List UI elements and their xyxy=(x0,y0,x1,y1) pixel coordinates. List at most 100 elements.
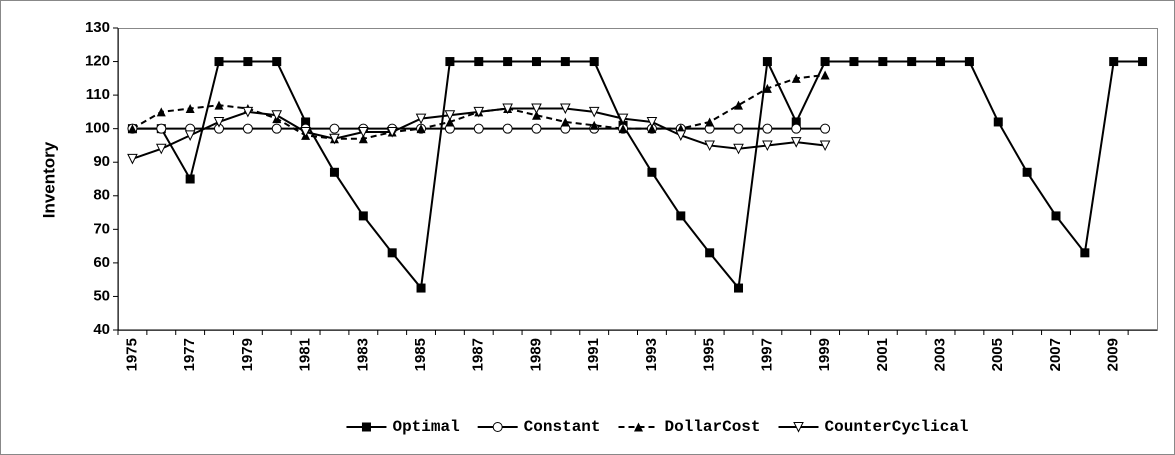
data-point xyxy=(416,283,426,293)
data-point xyxy=(329,123,340,134)
data-point xyxy=(589,57,599,67)
data-point xyxy=(415,113,427,125)
data-point xyxy=(445,57,455,67)
data-point xyxy=(617,113,629,125)
data-point xyxy=(300,127,311,138)
data-point xyxy=(1109,57,1119,67)
data-point xyxy=(849,57,859,67)
y-tick-label: 60 xyxy=(93,254,110,271)
data-point xyxy=(329,133,340,145)
x-tick-label: 2007 xyxy=(1047,338,1064,371)
data-point xyxy=(358,134,368,144)
data-point xyxy=(271,110,283,121)
data-point xyxy=(791,123,802,134)
x-tick-label: 1979 xyxy=(239,338,256,371)
data-point xyxy=(473,123,484,134)
data-point xyxy=(646,116,658,128)
data-point xyxy=(358,127,369,138)
data-point xyxy=(444,110,456,121)
data-point xyxy=(531,57,541,67)
data-point xyxy=(271,123,282,134)
data-point xyxy=(589,120,599,130)
data-point xyxy=(560,103,571,115)
data-point xyxy=(185,104,195,114)
data-point xyxy=(820,57,830,67)
data-point xyxy=(242,123,253,134)
data-point xyxy=(445,117,455,127)
data-point xyxy=(791,117,801,127)
legend-label: DollarCost xyxy=(664,418,760,436)
data-point xyxy=(704,140,715,152)
x-tick-label: 1987 xyxy=(470,338,487,371)
legend-marker xyxy=(361,422,371,432)
data-point xyxy=(790,137,802,148)
data-point xyxy=(531,123,542,134)
data-point xyxy=(878,57,888,67)
data-point xyxy=(819,140,831,152)
x-tick-label: 1985 xyxy=(412,338,429,371)
data-point xyxy=(416,124,426,134)
data-point xyxy=(560,57,570,67)
data-point xyxy=(473,106,485,118)
x-tick-label: 1983 xyxy=(354,338,371,371)
legend: Optimal Constant DollarCost CounterCyclical xyxy=(346,418,969,436)
data-point xyxy=(820,70,830,80)
data-point xyxy=(213,116,225,128)
data-point xyxy=(618,124,628,134)
data-point xyxy=(242,106,254,118)
x-tick-label: 2003 xyxy=(932,338,949,371)
y-tick-label: 120 xyxy=(85,53,110,70)
y-tick-label: 90 xyxy=(93,153,110,170)
data-point xyxy=(214,57,224,67)
data-point xyxy=(214,100,224,110)
data-point xyxy=(503,57,513,67)
data-point xyxy=(762,57,772,67)
y-tick-label: 110 xyxy=(86,86,110,103)
y-tick-label: 130 xyxy=(85,19,110,36)
data-point xyxy=(155,143,167,155)
data-point xyxy=(791,73,801,83)
data-point xyxy=(733,123,744,134)
data-point xyxy=(387,248,397,258)
data-point xyxy=(734,283,744,293)
data-point xyxy=(993,117,1003,127)
y-tick-label: 40 xyxy=(93,321,110,338)
data-point xyxy=(301,117,311,127)
data-point xyxy=(127,124,137,134)
x-tick-label: 1997 xyxy=(758,338,775,371)
x-tick-label: 2009 xyxy=(1105,338,1122,371)
x-tick-label: 2005 xyxy=(989,338,1006,371)
x-tick-label: 2001 xyxy=(874,338,891,371)
data-point xyxy=(531,103,542,115)
y-tick-label: 80 xyxy=(93,187,110,204)
data-point xyxy=(820,123,831,134)
data-point xyxy=(676,211,686,221)
x-tick-label: 1981 xyxy=(297,338,314,371)
legend-label: CounterCyclical xyxy=(825,418,969,436)
data-point xyxy=(156,107,166,117)
legend-label: Optimal xyxy=(392,418,459,436)
x-tick-label: 1991 xyxy=(585,338,602,371)
data-point xyxy=(329,167,339,177)
data-point xyxy=(1138,57,1148,67)
data-point xyxy=(733,143,744,155)
data-point xyxy=(1051,211,1061,221)
data-point xyxy=(1080,248,1090,258)
x-tick-label: 1989 xyxy=(527,338,544,371)
data-point xyxy=(386,127,398,138)
legend-label: Constant xyxy=(524,418,601,436)
data-point xyxy=(705,117,715,127)
data-point xyxy=(502,103,513,115)
data-point xyxy=(502,123,513,134)
legend-marker xyxy=(793,422,804,433)
legend-marker xyxy=(492,422,503,432)
y-tick-label: 100 xyxy=(85,120,110,137)
data-point xyxy=(127,153,138,165)
y-axis-label: Inventory xyxy=(39,141,58,218)
data-point xyxy=(560,117,570,127)
data-point xyxy=(156,123,167,134)
x-tick-label: 1993 xyxy=(643,338,660,371)
data-point xyxy=(762,140,773,152)
